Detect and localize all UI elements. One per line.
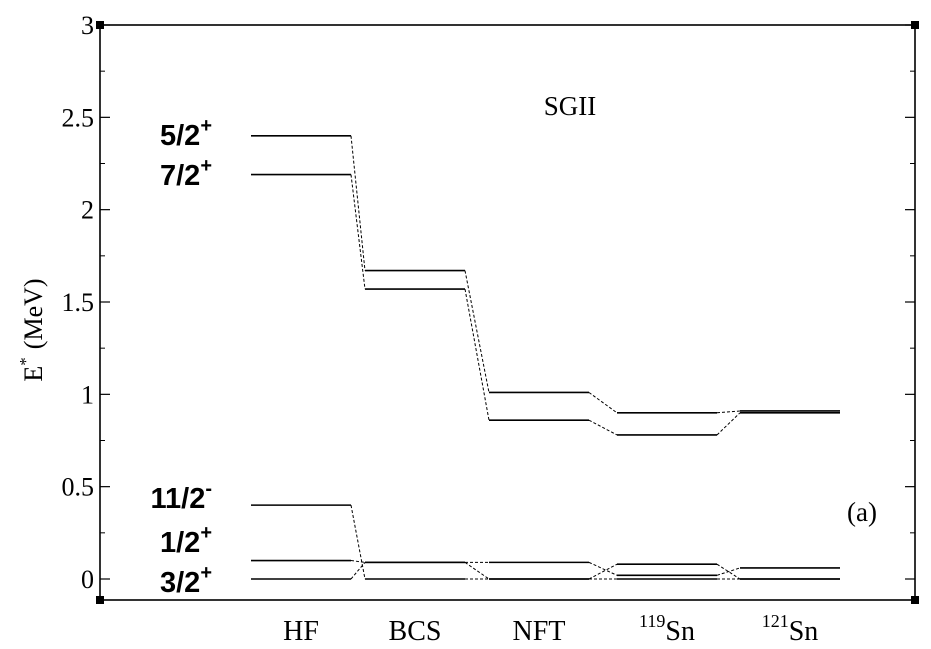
panel-label: (a)	[847, 497, 877, 527]
state-label: 5/2+	[160, 115, 212, 152]
category-label-element: Sn	[789, 616, 819, 647]
state-label-parity: +	[200, 562, 212, 584]
level-connector	[716, 563, 741, 580]
frame-corner-marker	[96, 596, 104, 604]
state-label-parity: +	[200, 155, 212, 177]
level-connector	[716, 412, 741, 436]
frame-corner-marker	[911, 596, 919, 604]
category-label: NFT	[513, 616, 566, 647]
state-label-spin: 5/2	[160, 120, 200, 152]
category-label: HF	[283, 616, 319, 647]
state-label: 11/2-	[150, 478, 212, 515]
x-axis-categories: HF BCS NFT 119Sn 121Sn	[283, 611, 818, 647]
state-label: 3/2+	[160, 562, 212, 599]
state-label-spin: 7/2	[160, 160, 200, 192]
level-connector	[716, 410, 741, 414]
level-connector	[464, 288, 490, 421]
y-axis-label-superscript: *	[16, 357, 35, 366]
level-connector	[464, 561, 490, 580]
state-label-spin: 3/2	[160, 567, 200, 599]
category-label-element: Sn	[665, 616, 695, 647]
y-axis-ticks: 0 0.5 1 1.5 2 2.5 3	[62, 11, 919, 604]
plot-frame	[99, 24, 916, 601]
level-connector	[350, 562, 366, 580]
category-label: 119Sn	[639, 611, 695, 647]
energy-levels	[251, 135, 840, 580]
svg-text:E*(MeV): E* (MeV)	[16, 278, 48, 381]
y-tick-label: 2.5	[62, 103, 95, 132]
level-connector	[588, 419, 618, 436]
frame-corner-marker	[96, 21, 104, 29]
level-connector	[588, 392, 618, 414]
category-label: BCS	[389, 616, 442, 647]
level-connector	[716, 567, 741, 576]
level-connector	[464, 270, 490, 393]
y-axis-label-unit: (MeV)	[19, 278, 48, 349]
y-axis-label: E* (MeV)	[16, 278, 48, 381]
y-axis-label-symbol: E	[19, 366, 48, 382]
state-label-parity: +	[200, 522, 212, 544]
category-label: 121Sn	[762, 611, 819, 647]
level-connector	[350, 560, 366, 563]
frame-corner-marker	[911, 21, 919, 29]
state-label-spin: 1/2	[160, 527, 200, 559]
y-tick-label: 2	[81, 196, 94, 225]
state-label: 1/2+	[160, 522, 212, 559]
chart-title: SGII	[544, 91, 597, 121]
state-label-spin: 11/2	[150, 483, 205, 515]
level-connector	[588, 561, 618, 576]
y-tick-label: 1.5	[62, 288, 95, 317]
level-connector	[350, 135, 366, 271]
state-label-parity: -	[205, 478, 212, 500]
state-label-parity: +	[200, 115, 212, 137]
y-tick-label: 0	[81, 565, 94, 594]
y-tick-label: 3	[81, 11, 94, 40]
state-label: 7/2+	[160, 155, 212, 192]
level-connector	[350, 174, 366, 290]
y-tick-label: 0.5	[62, 473, 95, 502]
state-labels: 5/2+7/2+11/2-1/2+3/2+	[150, 115, 212, 599]
category-label-mass-number: 119	[639, 611, 665, 631]
y-tick-label: 1	[81, 380, 94, 409]
level-connector	[588, 563, 618, 580]
level-connector	[350, 505, 366, 580]
category-label-mass-number: 121	[762, 611, 789, 631]
